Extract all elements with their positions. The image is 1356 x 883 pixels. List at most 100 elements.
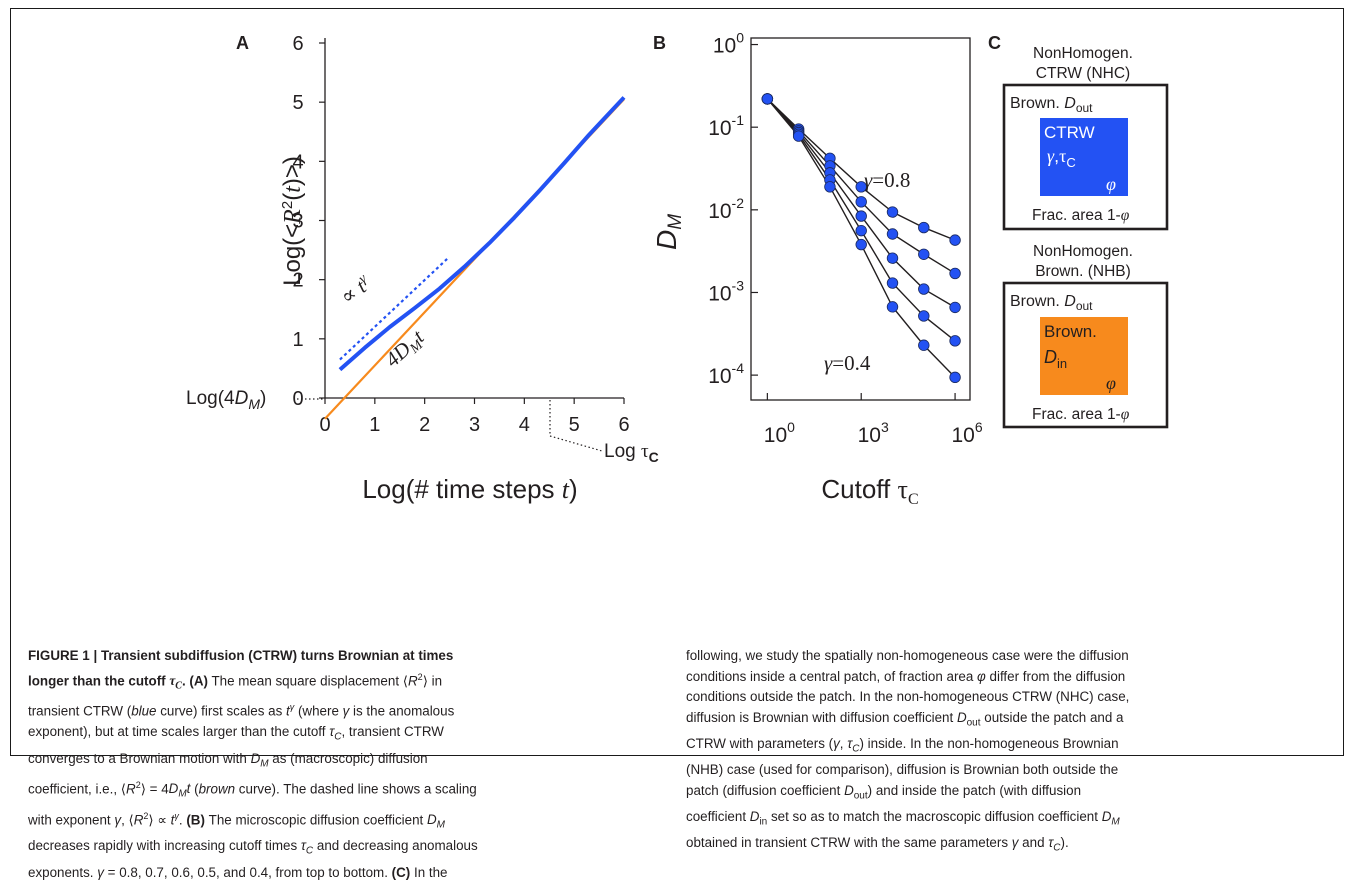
data-point: [886, 301, 899, 313]
caption-line: longer than the cutoff τC. (A) The mean …: [28, 671, 443, 692]
panel-a-label: A: [236, 33, 249, 53]
caption-line: FIGURE 1 | Transient subdiffusion (CTRW)…: [28, 648, 454, 663]
caption-line: conditions inside a central patch, of fr…: [686, 668, 1126, 684]
nhb-inner-1: Brown.: [1044, 322, 1097, 341]
data-point: [761, 93, 774, 105]
y-tick-label: 5: [292, 92, 303, 114]
y-tick-label: 10-2: [708, 195, 744, 223]
data-point: [886, 252, 899, 264]
slope-label: ∝ tγ: [336, 271, 375, 309]
intercept-label: Log(4DM): [186, 388, 266, 412]
nhb-title-2: Brown. (NHB): [1035, 263, 1131, 280]
data-point: [918, 221, 930, 234]
caption-line: following, we study the spatially non-ho…: [686, 648, 1129, 663]
x-tick-label: 2: [419, 414, 430, 436]
data-point: [918, 339, 930, 351]
nhc-ctrw-patch: [1040, 118, 1128, 196]
panel-b-y-label: DM: [651, 214, 686, 250]
data-point: [918, 248, 930, 260]
panel-a-y-label: Log(<R2(t)>): [279, 156, 306, 286]
caption-line: coefficient, i.e., ⟨R2⟩ = 4DMt (brown cu…: [28, 779, 477, 801]
nhc-title-2: CTRW (NHC): [1036, 65, 1130, 82]
nhc-phi: φ: [1106, 174, 1116, 194]
x-tick-label: 5: [569, 414, 580, 436]
x-tick-label: 3: [469, 414, 480, 436]
data-point: [886, 228, 899, 240]
panel-a-series: [324, 96, 626, 420]
nhc-inner-1: CTRW: [1044, 123, 1095, 142]
panel-b-frame: [750, 37, 971, 401]
y-tick-label: 10-4: [708, 360, 744, 388]
data-point: [855, 196, 867, 208]
y-tick-label: 3: [292, 211, 303, 233]
data-point: [949, 371, 961, 384]
panel-b-label: B: [653, 33, 666, 53]
y-tick-label: 1: [292, 329, 303, 351]
panel-b-series: [761, 93, 961, 384]
nhb-inner-2: Din: [1044, 347, 1067, 371]
nhb-frac: Frac. area 1-φ: [1032, 406, 1130, 423]
x-tick-label: 100: [764, 419, 795, 447]
gamma-bottom-label: γ=0.4: [824, 351, 871, 375]
caption-line: coefficient Din set so as to match the m…: [686, 809, 1120, 828]
x-tick-label: 1: [369, 414, 380, 436]
x-tick-label: 4: [519, 414, 530, 436]
panel-b-x-ticks: 100 103 106: [764, 393, 983, 447]
nhc-title-1: NonHomogen.: [1033, 45, 1133, 62]
x-tick-label: 0: [319, 414, 330, 436]
caption-line: CTRW with parameters (γ, τC) inside. In …: [686, 736, 1119, 755]
data-point: [918, 310, 930, 322]
caption-line: obtained in transient CTRW with the same…: [686, 835, 1069, 855]
x-tick-label: 103: [858, 419, 889, 447]
caption-right: following, we study the spatially non-ho…: [686, 646, 1326, 860]
caption-line: transient CTRW (blue curve) first scales…: [28, 702, 455, 719]
data-point: [918, 283, 930, 295]
nhc-outer-label: Brown. Dout: [1010, 95, 1093, 115]
caption-left: FIGURE 1 | Transient subdiffusion (CTRW)…: [28, 646, 666, 883]
nhc-outer-box: [1002, 83, 1169, 231]
nhb-title-1: NonHomogen.: [1033, 243, 1133, 260]
nhb-outer-label: Brown. Dout: [1010, 293, 1093, 313]
caption-line: (NHB) case (used for comparison), diffus…: [686, 762, 1119, 778]
data-point: [855, 181, 867, 193]
figure-frame: [10, 8, 1344, 756]
y-tick-label: 4: [292, 151, 303, 173]
dashed-scaling-line: [339, 258, 448, 361]
x-tick-label: 106: [951, 419, 982, 447]
data-point: [886, 277, 899, 289]
nhb-phi: φ: [1106, 373, 1116, 393]
data-point: [886, 206, 899, 218]
cutoff-label: Log τC: [604, 441, 659, 465]
panel-c-label: C: [988, 33, 1001, 53]
nhb-brown-patch: [1040, 317, 1128, 395]
y-tick-label: 10-1: [708, 112, 744, 140]
panel-a-x-label: Log(# time steps t): [362, 474, 577, 504]
caption-line: decreases rapidly with increasing cutoff…: [28, 838, 478, 858]
gamma-top-label: γ=0.8: [864, 168, 910, 192]
caption-line: with exponent γ, ⟨R2⟩ ∝ tγ. (B) The micr…: [28, 810, 445, 831]
data-point: [792, 130, 805, 142]
cutoff-guide: [549, 400, 603, 452]
caption-line: exponent), but at time scales larger tha…: [28, 724, 444, 744]
y-tick-label: 2: [292, 270, 303, 292]
data-point: [824, 181, 836, 193]
x-tick-label: 6: [618, 414, 629, 436]
caption-line: patch (diffusion coefficient Dout) and i…: [686, 782, 1082, 802]
data-point: [855, 224, 867, 237]
data-point: [949, 267, 961, 280]
panel-a-x-ticks: 0 1 2 3 4 5 6: [319, 398, 630, 436]
data-point: [855, 210, 867, 222]
caption-line: exponents. γ = 0.8, 0.7, 0.6, 0.5, and 0…: [28, 864, 448, 880]
data-point: [949, 301, 961, 314]
y-tick-label: 6: [292, 33, 303, 55]
panel-b-x-label: Cutoff τC: [821, 474, 918, 508]
caption-line: converges to a Brownian motion with DM a…: [28, 750, 428, 770]
y-tick-label: 100: [713, 30, 744, 58]
data-point: [949, 234, 961, 246]
data-point: [855, 238, 867, 251]
nhc-frac: Frac. area 1-φ: [1032, 207, 1130, 224]
data-point: [949, 335, 961, 347]
caption-line: conditions outside the patch. In the non…: [686, 689, 1130, 705]
y-tick-label: 10-3: [708, 277, 744, 305]
